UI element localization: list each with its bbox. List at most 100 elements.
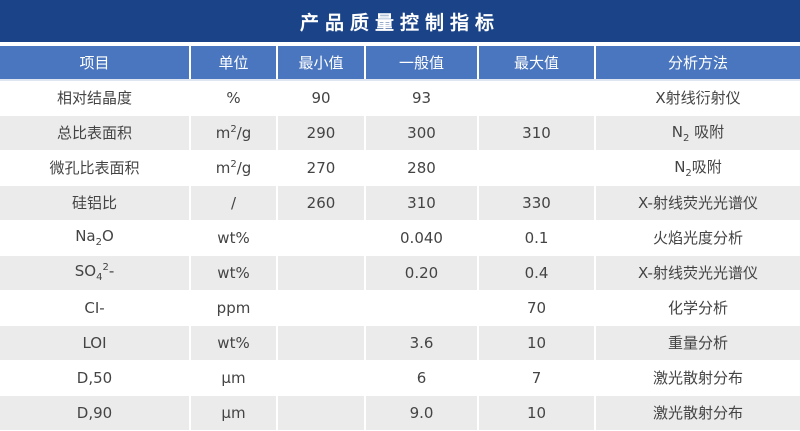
cell-text: 0.20 — [404, 263, 439, 282]
cell-text: / — [230, 193, 237, 212]
cell-min — [276, 220, 365, 256]
cell-min — [276, 255, 365, 291]
table-row: 总比表面积 m2/g 290 300 310 N2 吸附 — [0, 115, 800, 151]
subscript: 2 — [685, 168, 692, 179]
cell-text: wt% — [217, 263, 250, 282]
cell-method: N2 吸附 — [594, 115, 800, 151]
table-row: Na2O wt% 0.040 0.1 火焰光度分析 — [0, 220, 800, 256]
cell-max: 10 — [477, 325, 595, 361]
cell-text: 0.040 — [400, 228, 443, 247]
cell-item: 相对结晶度 — [0, 80, 190, 116]
cell-unit: wt% — [189, 325, 277, 361]
cell-unit: μm — [189, 395, 277, 431]
cell-max: 0.4 — [477, 255, 595, 291]
cell-item: LOI — [0, 325, 190, 361]
cell-min — [276, 360, 365, 396]
cell-text: X-射线荧光光谱仪 — [638, 194, 758, 212]
cell-text: 吸附 — [689, 123, 725, 141]
quality-control-table: 项目 单位 最小值 一般值 最大值 分析方法 相对结晶度% 90 93 X射线衍射仪总… — [0, 46, 800, 431]
cell-max: 0.1 — [477, 220, 595, 256]
cell-method: 火焰光度分析 — [594, 220, 800, 256]
cell-text: 10 — [526, 333, 547, 352]
cell-text: 0.4 — [524, 263, 549, 282]
cell-max: 310 — [477, 115, 595, 151]
cell-typical: 6 — [364, 360, 478, 396]
header-unit: 单位 — [189, 46, 277, 81]
cell-item: 总比表面积 — [0, 115, 190, 151]
header-method: 分析方法 — [594, 46, 800, 81]
cell-text: 火焰光度分析 — [652, 229, 743, 247]
table-row: 硅铝比 / 260 310 330 X-射线荧光光谱仪 — [0, 185, 800, 221]
table-row: CI-ppm 70 化学分析 — [0, 290, 800, 326]
cell-max: 7 — [477, 360, 595, 396]
cell-text: - — [108, 262, 115, 280]
cell-text: D,90 — [76, 403, 113, 422]
cell-text: 化学分析 — [667, 299, 728, 317]
cell-method: 化学分析 — [594, 290, 800, 326]
cell-typical: 0.20 — [364, 255, 478, 291]
cell-text: μm — [221, 368, 246, 387]
cell-max — [477, 80, 595, 116]
table-row: LOI wt% 3.6 10 重量分析 — [0, 325, 800, 361]
cell-item: D,90 — [0, 395, 190, 431]
cell-min: 290 — [276, 115, 365, 151]
cell-unit: % — [189, 80, 277, 116]
cell-text: 激光散射分布 — [652, 404, 743, 422]
cell-text: Na — [75, 227, 96, 245]
cell-text: ppm — [216, 298, 251, 317]
cell-min: 270 — [276, 150, 365, 186]
cell-text: N — [671, 123, 684, 141]
cell-text: D,50 — [76, 368, 113, 387]
cell-text: m — [215, 158, 231, 177]
cell-item: 硅铝比 — [0, 185, 190, 221]
table-row: SO42- wt% 0.20 0.4 X-射线荧光光谱仪 — [0, 255, 800, 291]
cell-typical: 3.6 — [364, 325, 478, 361]
header-typical: 一般值 — [364, 46, 478, 81]
header-row: 项目 单位 最小值 一般值 最大值 分析方法 — [0, 46, 800, 81]
table-title: 产品质量控制指标 — [0, 0, 800, 42]
cell-text: 310 — [407, 193, 436, 212]
cell-text: 总比表面积 — [56, 124, 132, 142]
subscript: 2 — [683, 133, 690, 144]
cell-text: 300 — [407, 123, 436, 142]
cell-text: N — [674, 158, 686, 176]
cell-unit: m2/g — [189, 115, 277, 151]
table-row: D,90 μm 9.0 10 激光散射分布 — [0, 395, 800, 431]
table-row: 相对结晶度% 90 93 X射线衍射仪 — [0, 80, 800, 116]
cell-text: 9.0 — [409, 403, 434, 422]
cell-method: X-射线荧光光谱仪 — [594, 255, 800, 291]
cell-text: SO — [74, 262, 97, 280]
cell-typical: 280 — [364, 150, 478, 186]
cell-method: X-射线荧光光谱仪 — [594, 185, 800, 221]
cell-text: μm — [221, 403, 246, 422]
superscript: 2 — [102, 262, 109, 273]
cell-unit: wt% — [189, 220, 277, 256]
cell-unit: m2/g — [189, 150, 277, 186]
cell-max: 70 — [477, 290, 595, 326]
cell-item: SO42- — [0, 255, 190, 291]
cell-text: wt% — [217, 228, 250, 247]
cell-min — [276, 395, 365, 431]
cell-method: 激光散射分布 — [594, 395, 800, 431]
header-max: 最大值 — [477, 46, 595, 81]
cell-text: 270 — [306, 158, 336, 177]
cell-max: 10 — [477, 395, 595, 431]
cell-method: 重量分析 — [594, 325, 800, 361]
cell-text: 290 — [306, 123, 336, 142]
cell-typical: 310 — [364, 185, 478, 221]
cell-text: 微孔比表面积 — [49, 159, 140, 177]
cell-typical: 93 — [364, 80, 478, 116]
cell-typical — [364, 290, 478, 326]
superscript: 2 — [230, 158, 237, 170]
cell-text: 硅铝比 — [71, 194, 117, 212]
cell-typical: 9.0 — [364, 395, 478, 431]
cell-typical: 0.040 — [364, 220, 478, 256]
cell-text: 90 — [311, 88, 331, 107]
subscript: 4 — [96, 272, 103, 283]
cell-unit: μm — [189, 360, 277, 396]
cell-text: /g — [236, 123, 252, 142]
cell-text: O — [101, 227, 114, 245]
cell-text: 吸附 — [691, 158, 722, 176]
cell-typical: 300 — [364, 115, 478, 151]
header-min: 最小值 — [276, 46, 365, 81]
